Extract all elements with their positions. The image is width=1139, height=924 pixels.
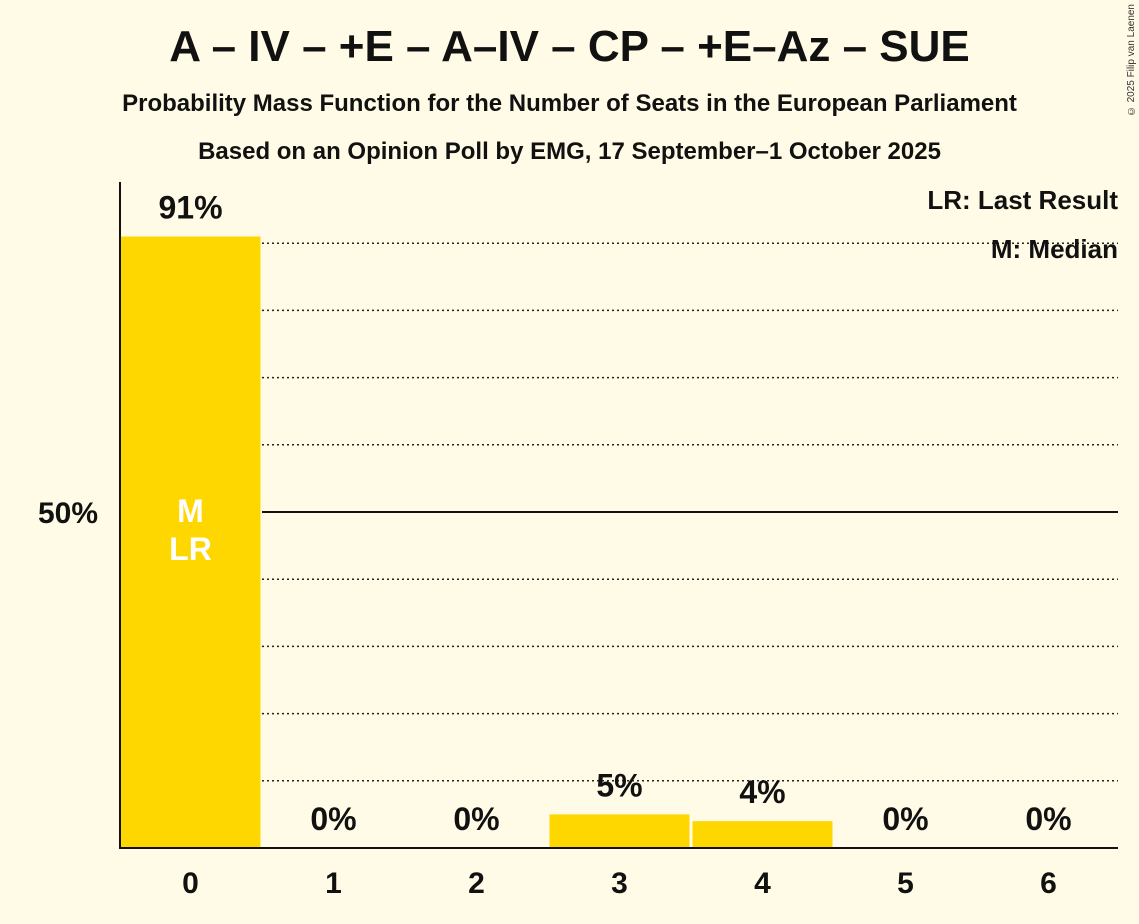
x-tick-label: 4 [754, 867, 771, 900]
chart-subtitle: Probability Mass Function for the Number… [122, 90, 1017, 117]
bar [692, 821, 833, 848]
legend-last-result: LR: Last Result [927, 185, 1118, 215]
bar [120, 236, 261, 849]
x-tick-label: 3 [611, 867, 628, 900]
last-result-marker: LR [169, 531, 212, 567]
x-tick-label: 2 [468, 867, 485, 900]
legend-median: M: Median [991, 234, 1118, 264]
x-tick-label: 0 [182, 867, 199, 900]
bar-value-label: 4% [739, 774, 785, 810]
bar-value-label: 91% [158, 189, 222, 225]
median-marker: M [177, 493, 204, 529]
bar-value-label: 0% [882, 801, 928, 837]
x-tick-label: 1 [325, 867, 342, 900]
bar [549, 814, 690, 848]
chart-source: Based on an Opinion Poll by EMG, 17 Sept… [198, 138, 941, 165]
y-tick-label: 50% [38, 497, 98, 530]
chart-title: A – IV – +E – A–IV – CP – +E–Az – SUE [169, 22, 970, 71]
bar-value-label: 0% [310, 801, 356, 837]
x-tick-label: 5 [897, 867, 914, 900]
x-tick-label: 6 [1040, 867, 1057, 900]
bar-value-label: 0% [1025, 801, 1071, 837]
bar-value-label: 5% [596, 767, 642, 803]
bar-value-label: 0% [453, 801, 499, 837]
